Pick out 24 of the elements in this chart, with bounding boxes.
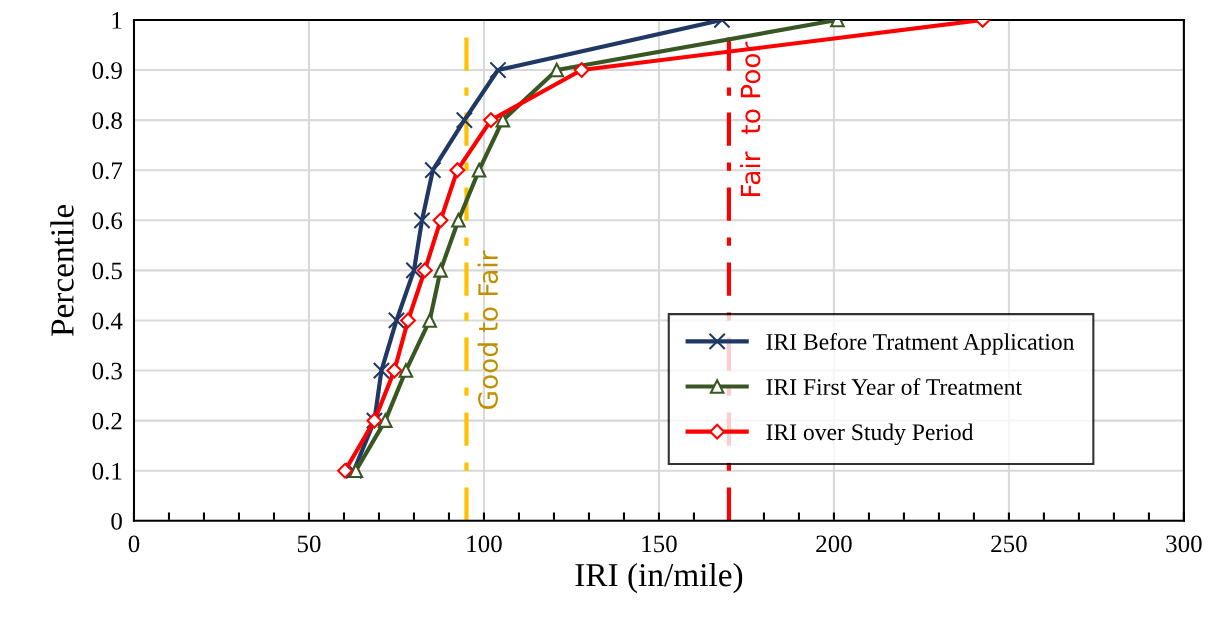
legend-label: IRI First Year of Treatment: [766, 378, 1022, 396]
y-tick-label: 0: [111, 512, 122, 530]
x-tick-label: 50: [297, 535, 321, 553]
x-tick-label: 250: [991, 535, 1027, 553]
y-tick-label: 0.7: [92, 162, 123, 180]
y-tick-label: 0.3: [92, 362, 122, 380]
y-tick-label: 0.8: [92, 112, 122, 130]
y-tick-label: 0.5: [92, 262, 122, 280]
legend-label: IRI Before Tratment Application: [766, 333, 1075, 355]
x-tick-label: 150: [642, 535, 677, 553]
y-axis-title: Percentile: [50, 204, 74, 337]
x-axis-title: IRI (in/mile): [575, 562, 743, 594]
ref-line-label: Good to Fair: [477, 250, 498, 409]
x-tick-label: 300: [1166, 535, 1202, 553]
y-tick-label: 0.4: [92, 312, 123, 330]
y-tick-label: 0.6: [92, 212, 123, 230]
legend-label: IRI over Study Period: [766, 423, 974, 446]
y-tick-label: 0.2: [92, 412, 122, 430]
y-tick-label: 0.1: [92, 462, 122, 480]
x-tick-label: 200: [816, 535, 852, 553]
y-tick-label: 0.9: [92, 62, 122, 80]
y-tick-label: 1: [112, 12, 122, 29]
x-tick-label: 0: [128, 535, 140, 553]
x-tick-label: 100: [467, 535, 502, 553]
